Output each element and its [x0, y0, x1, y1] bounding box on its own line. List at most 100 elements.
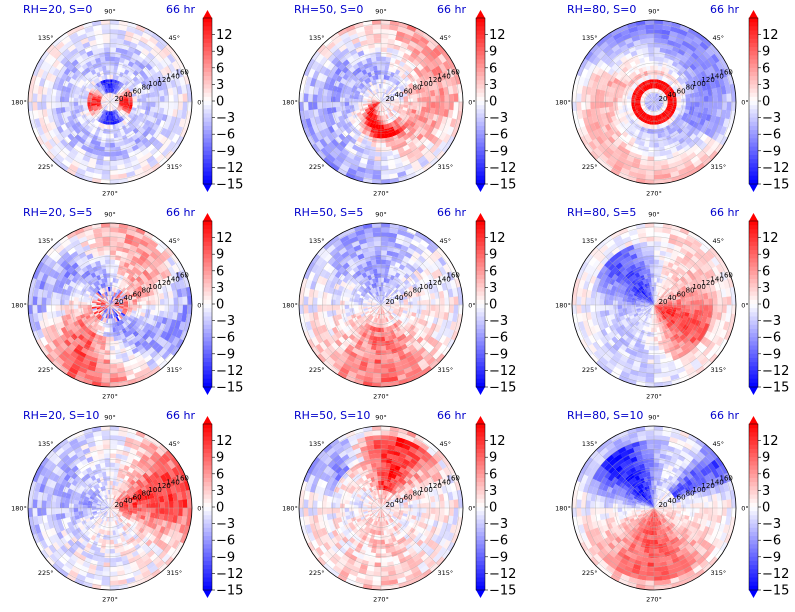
heatmap-cell [134, 167, 144, 176]
heatmap-cell [132, 163, 142, 171]
heatmap-cell [78, 148, 87, 156]
colorbar-segment [203, 150, 212, 156]
heatmap-cell [123, 128, 130, 135]
heatmap-cell [151, 56, 160, 66]
heatmap-cell [32, 127, 41, 138]
panel-time-label: 66 hr [437, 3, 466, 16]
heatmap-cell [75, 44, 85, 52]
heatmap-cell [185, 110, 192, 121]
heatmap-cell [93, 114, 99, 120]
angle-label: 0° [741, 99, 748, 107]
heatmap-cell [126, 50, 134, 57]
heatmap-cell [317, 94, 323, 103]
heatmap-cell [46, 102, 52, 110]
heatmap-cell [654, 142, 660, 148]
heatmap-cell [163, 138, 172, 148]
heatmap-cell [379, 97, 381, 102]
heatmap-cell [67, 126, 75, 134]
heatmap-cell [129, 41, 138, 49]
heatmap-cell [376, 100, 381, 102]
heatmap-cell [50, 102, 56, 109]
heatmap-cell [74, 24, 85, 33]
heatmap-cell [403, 304, 409, 309]
heatmap-cell [112, 105, 117, 110]
heatmap-cell [98, 86, 103, 92]
colorbar-tick-label: −9 [216, 347, 235, 362]
colorbar-segment [749, 121, 758, 127]
heatmap-cell [82, 104, 88, 109]
heatmap-cell [122, 94, 128, 98]
heatmap-cell [92, 94, 98, 98]
heatmap-cell [654, 147, 660, 153]
panel-title: RH=80, S=0 [567, 3, 636, 16]
heatmap-cell [97, 47, 105, 54]
colorbar-segment [476, 142, 485, 148]
heatmap-cell [113, 89, 118, 95]
heatmap-cell [381, 147, 387, 153]
heatmap-cell [98, 112, 103, 118]
heatmap-cell [144, 109, 151, 116]
heatmap-cell [326, 102, 332, 109]
heatmap-cell [32, 296, 38, 306]
colorbar-segment [203, 270, 212, 276]
heatmap-cell [146, 97, 151, 102]
heatmap-cell [91, 99, 97, 103]
heatmap-cell [124, 111, 130, 117]
colorbar-tick-label: −6 [216, 331, 235, 346]
heatmap-cell [150, 96, 156, 102]
colorbar-tick-label: 9 [762, 45, 770, 60]
angle-label: 270° [102, 190, 118, 198]
heatmap-cell [654, 174, 663, 180]
heatmap-cell [129, 118, 136, 125]
colorbar-extend-max [203, 10, 212, 18]
heatmap-cell [70, 148, 79, 157]
colorbar-segment [749, 146, 758, 152]
heatmap-cell [653, 65, 659, 71]
heatmap-cell [55, 305, 61, 312]
heatmap-cell [381, 99, 386, 102]
heatmap-cell [32, 102, 38, 111]
heatmap-cell [134, 79, 141, 86]
heatmap-cell [105, 110, 109, 116]
heatmap-cell [64, 91, 71, 98]
colorbar-segment [749, 63, 758, 69]
colorbar-segment [203, 67, 212, 73]
heatmap-cell [96, 104, 102, 107]
heatmap-cell [87, 94, 93, 99]
colorbar-segment [203, 130, 212, 135]
heatmap-cell [118, 177, 129, 184]
heatmap-cell [141, 59, 149, 67]
heatmap-cell [149, 146, 159, 156]
heatmap-cell [140, 108, 146, 115]
heatmap-cell [80, 37, 89, 45]
heatmap-cell [131, 106, 137, 112]
heatmap-cell [90, 75, 96, 81]
colorbar-segment [476, 134, 485, 139]
heatmap-cell [344, 300, 350, 306]
heatmap-cell [127, 94, 133, 98]
heatmap-cell [65, 86, 72, 94]
heatmap-cell [175, 135, 185, 146]
heatmap-cell [114, 100, 120, 102]
panel-time-label: 66 hr [166, 3, 195, 16]
heatmap-cell [90, 69, 97, 76]
colorbar-tick-label: 6 [762, 61, 770, 76]
heatmap-cell [41, 305, 47, 313]
heatmap-cell [126, 107, 132, 112]
heatmap-cell [45, 150, 56, 161]
heatmap-cell [170, 50, 180, 61]
colorbar-segment [476, 30, 485, 36]
colorbar-segment [203, 328, 212, 334]
heatmap-cell [76, 167, 87, 176]
radial-tick-label: 40 [124, 91, 133, 99]
heatmap-cell [148, 158, 159, 168]
heatmap-cell [654, 165, 662, 171]
heatmap-cell [104, 51, 110, 57]
heatmap-cell [82, 22, 93, 29]
heatmap-cell [150, 32, 162, 42]
colorbar-segment [203, 266, 212, 272]
heatmap-cell [110, 106, 112, 112]
heatmap-cell [36, 68, 45, 79]
heatmap-cell [58, 78, 65, 86]
